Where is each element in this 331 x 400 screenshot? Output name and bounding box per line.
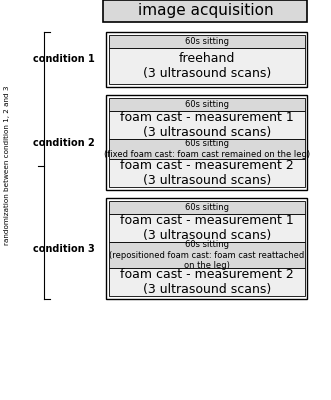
Bar <box>106 198 307 299</box>
Text: foam cast - measurement 2
(3 ultrasound scans): foam cast - measurement 2 (3 ultrasound … <box>120 159 294 187</box>
Text: image acquisition: image acquisition <box>138 4 273 18</box>
Bar <box>104 0 307 22</box>
Text: condition 3: condition 3 <box>33 244 95 254</box>
Text: foam cast - measurement 2
(3 ultrasound scans): foam cast - measurement 2 (3 ultrasound … <box>120 268 294 296</box>
Bar <box>106 32 307 87</box>
Text: freehand
(3 ultrasound scans): freehand (3 ultrasound scans) <box>143 52 271 80</box>
Bar <box>109 111 305 139</box>
Bar <box>109 48 305 84</box>
Bar <box>109 242 305 268</box>
Bar <box>109 98 305 111</box>
Text: 60s sitting: 60s sitting <box>185 37 229 46</box>
Bar <box>106 95 307 190</box>
Text: 60s sitting: 60s sitting <box>185 100 229 109</box>
Text: randomization between condition 1, 2 and 3: randomization between condition 1, 2 and… <box>4 86 10 245</box>
Text: condition 1: condition 1 <box>33 54 95 64</box>
Text: 60s sitting
(fixed foam cast: foam cast remained on the leg): 60s sitting (fixed foam cast: foam cast … <box>104 139 310 159</box>
Bar <box>109 35 305 48</box>
Bar <box>109 268 305 296</box>
Text: condition 2: condition 2 <box>33 138 95 148</box>
Text: 60s sitting: 60s sitting <box>185 203 229 212</box>
Text: foam cast - measurement 1
(3 ultrasound scans): foam cast - measurement 1 (3 ultrasound … <box>120 214 294 242</box>
Bar <box>109 201 305 214</box>
Text: 60s sitting
(repositioned foam cast: foam cast reattached
on the leg): 60s sitting (repositioned foam cast: foa… <box>109 240 305 270</box>
Text: foam cast - measurement 1
(3 ultrasound scans): foam cast - measurement 1 (3 ultrasound … <box>120 111 294 139</box>
Bar <box>109 139 305 159</box>
Bar <box>109 214 305 242</box>
Bar <box>109 159 305 187</box>
